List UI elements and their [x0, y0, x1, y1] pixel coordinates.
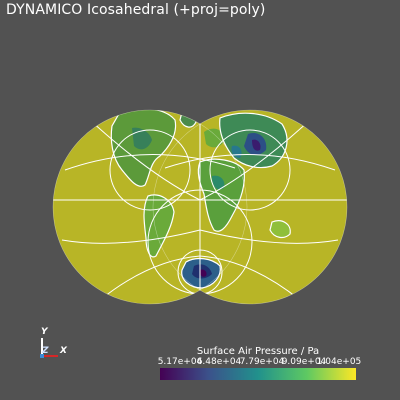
- colorbar-tick-2: 7.79e+04: [239, 357, 285, 367]
- colorbar-tick-3: 9.09e+04: [281, 357, 327, 367]
- colorbar-tick-4: 1.04e+05: [316, 357, 362, 367]
- colorbar-tick-0: 5.17e+04: [157, 357, 203, 367]
- colorbar-title: Surface Air Pressure / Pa: [196, 346, 320, 357]
- window-title: DYNAMICO Icosahedral (+proj=poly): [6, 2, 266, 18]
- orientation-axes: [40, 338, 58, 358]
- axis-y-label: Y: [41, 327, 48, 337]
- colorbar-tick-1: 6.48e+04: [196, 357, 242, 367]
- coastlines: [110, 110, 291, 289]
- colorbar-gradient: [160, 368, 356, 380]
- globe-projection: [52, 109, 348, 305]
- axis-x-label: X: [60, 346, 67, 356]
- axis-z-label: Z: [42, 346, 49, 356]
